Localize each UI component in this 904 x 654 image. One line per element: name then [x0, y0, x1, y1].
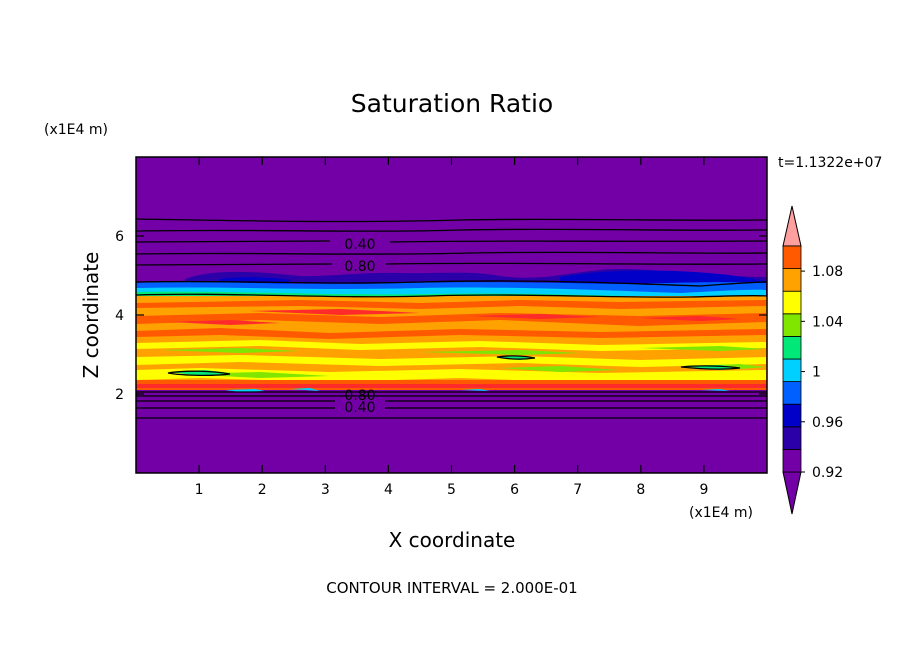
x-tick-label: 7 — [573, 482, 582, 498]
colorbar: 0.92 0.96 1 1.04 1.08 — [782, 205, 843, 515]
contour-line — [136, 218, 767, 223]
contour-line — [167, 355, 741, 377]
colorbar-min-arrow — [782, 471, 802, 515]
contour-line — [136, 240, 767, 243]
x-tick-label: 5 — [447, 482, 456, 498]
contour-label: 0.40 — [344, 237, 375, 253]
cyan-patches — [225, 388, 730, 392]
contour-line — [136, 262, 767, 266]
y-axis: 2 4 6 — [115, 229, 767, 403]
colorbar-tick-label: 1 — [812, 365, 821, 381]
red-orange-streaks — [136, 300, 766, 339]
y-unit-label: (x1E4 m) — [44, 122, 108, 138]
x-tick-label: 9 — [699, 482, 708, 498]
red-lower-layer — [136, 384, 767, 388]
chart-title: Saturation Ratio — [351, 89, 553, 118]
x-axis-label: X coordinate — [389, 528, 516, 552]
colorbar-box — [782, 381, 802, 405]
colorbar-box — [782, 313, 802, 337]
time-label: t=1.1322e+07 — [778, 155, 882, 171]
y-axis-label: Z coordinate — [79, 252, 103, 379]
colorbar-box — [782, 358, 802, 383]
contour-line — [136, 280, 767, 287]
light-green-streaks — [160, 346, 766, 378]
red-streaks — [170, 309, 740, 325]
colorbar-box — [782, 268, 802, 292]
x-tick-label: 2 — [258, 482, 267, 498]
colorbar-box — [782, 245, 802, 270]
contour-line — [136, 251, 767, 255]
y-tick-label: 2 — [115, 387, 124, 403]
colorbar-tick-label: 0.96 — [812, 415, 843, 431]
colorbar-box — [782, 335, 802, 360]
contour-lines — [136, 218, 767, 419]
colorbar-tick-label: 0.92 — [812, 465, 843, 481]
x-tick-label: 4 — [384, 482, 393, 498]
contour-line — [136, 293, 767, 298]
contour-label: 0.80 — [344, 388, 375, 404]
yellow-streaks — [136, 340, 766, 383]
x-tick-label: 8 — [636, 482, 645, 498]
colorbar-box — [782, 403, 802, 428]
colorbar-box — [782, 426, 802, 450]
x-tick-label: 3 — [321, 482, 330, 498]
colorbar-box — [782, 448, 802, 473]
y-tick-label: 4 — [115, 308, 124, 324]
colorbar-box — [782, 290, 802, 315]
contour-line — [136, 228, 767, 232]
x-axis: 1 2 3 4 5 6 7 8 9 — [195, 157, 708, 498]
y-tick-label: 6 — [115, 229, 124, 245]
colorbar-tick-label: 1.08 — [812, 264, 843, 280]
x-unit-label: (x1E4 m) — [689, 505, 753, 521]
x-tick-label: 1 — [195, 482, 204, 498]
colorbar-tick-label: 1.04 — [812, 314, 843, 330]
contour-label: 0.80 — [344, 259, 375, 275]
x-tick-label: 6 — [510, 482, 519, 498]
colorbar-max-arrow — [782, 205, 802, 247]
contour-label: 0.40 — [344, 400, 375, 416]
plot-area: 0.40 0.80 0.80 0.40 — [136, 157, 767, 473]
contour-interval-footer: CONTOUR INTERVAL = 2.000E-01 — [326, 579, 577, 597]
